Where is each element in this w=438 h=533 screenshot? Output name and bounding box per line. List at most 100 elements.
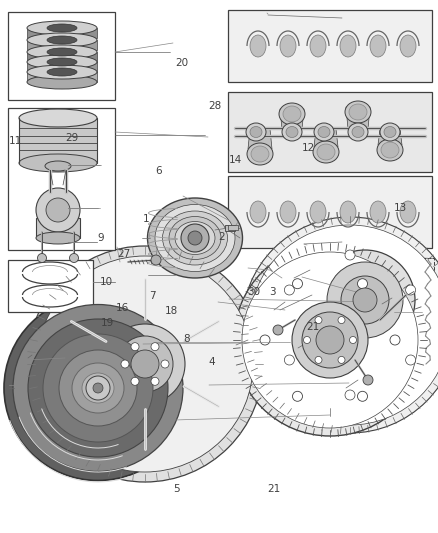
Circle shape [304, 336, 311, 343]
Text: 18: 18 [165, 306, 178, 316]
Circle shape [406, 355, 416, 365]
Text: 12: 12 [302, 143, 315, 153]
Ellipse shape [246, 123, 266, 141]
Ellipse shape [377, 139, 403, 161]
Text: 30: 30 [247, 287, 261, 296]
Text: 27: 27 [117, 249, 131, 259]
Text: 28: 28 [208, 101, 222, 110]
Circle shape [350, 336, 357, 343]
Text: 6: 6 [155, 166, 162, 175]
Circle shape [293, 279, 303, 289]
Circle shape [242, 252, 418, 428]
Ellipse shape [283, 106, 301, 122]
Ellipse shape [28, 319, 168, 457]
Bar [27, 28, 97, 38]
Circle shape [117, 336, 173, 392]
Ellipse shape [352, 126, 364, 138]
Bar [27, 40, 97, 50]
Circle shape [93, 383, 103, 393]
Ellipse shape [27, 55, 97, 69]
Text: 2: 2 [218, 232, 225, 242]
Circle shape [327, 262, 403, 338]
Bar [225, 225, 235, 231]
Circle shape [188, 231, 202, 245]
Circle shape [70, 254, 78, 262]
Ellipse shape [310, 35, 326, 57]
Circle shape [390, 335, 400, 345]
Circle shape [105, 324, 185, 404]
Ellipse shape [282, 123, 302, 141]
Ellipse shape [370, 201, 386, 223]
Text: 29: 29 [65, 133, 78, 142]
Circle shape [27, 246, 263, 482]
Text: 16: 16 [116, 303, 129, 312]
Ellipse shape [36, 232, 80, 244]
Polygon shape [346, 107, 370, 129]
Bar [27, 72, 97, 82]
Polygon shape [228, 10, 432, 82]
Ellipse shape [175, 222, 215, 254]
Text: 9: 9 [97, 233, 104, 243]
Circle shape [284, 355, 294, 365]
Ellipse shape [280, 201, 296, 223]
Ellipse shape [400, 201, 416, 223]
Ellipse shape [250, 35, 266, 57]
Text: 21: 21 [307, 322, 320, 332]
Ellipse shape [340, 201, 356, 223]
Circle shape [315, 250, 415, 350]
Circle shape [316, 326, 344, 354]
Ellipse shape [251, 146, 269, 162]
Ellipse shape [27, 33, 97, 47]
Circle shape [151, 343, 159, 351]
Ellipse shape [72, 363, 124, 413]
Ellipse shape [47, 48, 77, 56]
Text: 13: 13 [394, 203, 407, 213]
Polygon shape [422, 258, 434, 368]
Ellipse shape [348, 123, 368, 141]
Circle shape [131, 343, 139, 351]
Bar [8, 260, 93, 312]
Text: 11: 11 [9, 136, 22, 146]
Text: 19: 19 [101, 318, 114, 328]
Circle shape [151, 255, 161, 265]
Polygon shape [378, 129, 402, 145]
Ellipse shape [47, 36, 77, 44]
Ellipse shape [45, 161, 71, 171]
Ellipse shape [43, 334, 153, 442]
Ellipse shape [148, 198, 243, 278]
Ellipse shape [27, 75, 97, 89]
Circle shape [345, 250, 355, 260]
Ellipse shape [155, 205, 235, 271]
Ellipse shape [162, 211, 227, 265]
Ellipse shape [59, 350, 137, 426]
Circle shape [260, 335, 270, 345]
Text: 21: 21 [267, 484, 280, 494]
Ellipse shape [19, 154, 97, 172]
Ellipse shape [47, 58, 77, 66]
Ellipse shape [250, 126, 262, 138]
Circle shape [338, 357, 345, 364]
Circle shape [357, 391, 367, 401]
Bar [27, 52, 97, 62]
Ellipse shape [380, 123, 400, 141]
Circle shape [315, 357, 322, 364]
Ellipse shape [27, 45, 97, 59]
Circle shape [131, 350, 159, 378]
Circle shape [292, 302, 368, 378]
Ellipse shape [47, 24, 77, 32]
Ellipse shape [280, 35, 296, 57]
Text: 8: 8 [183, 334, 190, 344]
Circle shape [357, 279, 367, 289]
Circle shape [250, 225, 438, 425]
Ellipse shape [286, 126, 298, 138]
Circle shape [341, 276, 389, 324]
Circle shape [121, 360, 129, 368]
Circle shape [36, 188, 80, 232]
Circle shape [151, 377, 159, 385]
Ellipse shape [381, 142, 399, 158]
Ellipse shape [27, 65, 97, 79]
Ellipse shape [384, 126, 396, 138]
Text: 1: 1 [142, 214, 149, 223]
Bar [8, 12, 115, 100]
Ellipse shape [349, 104, 367, 120]
